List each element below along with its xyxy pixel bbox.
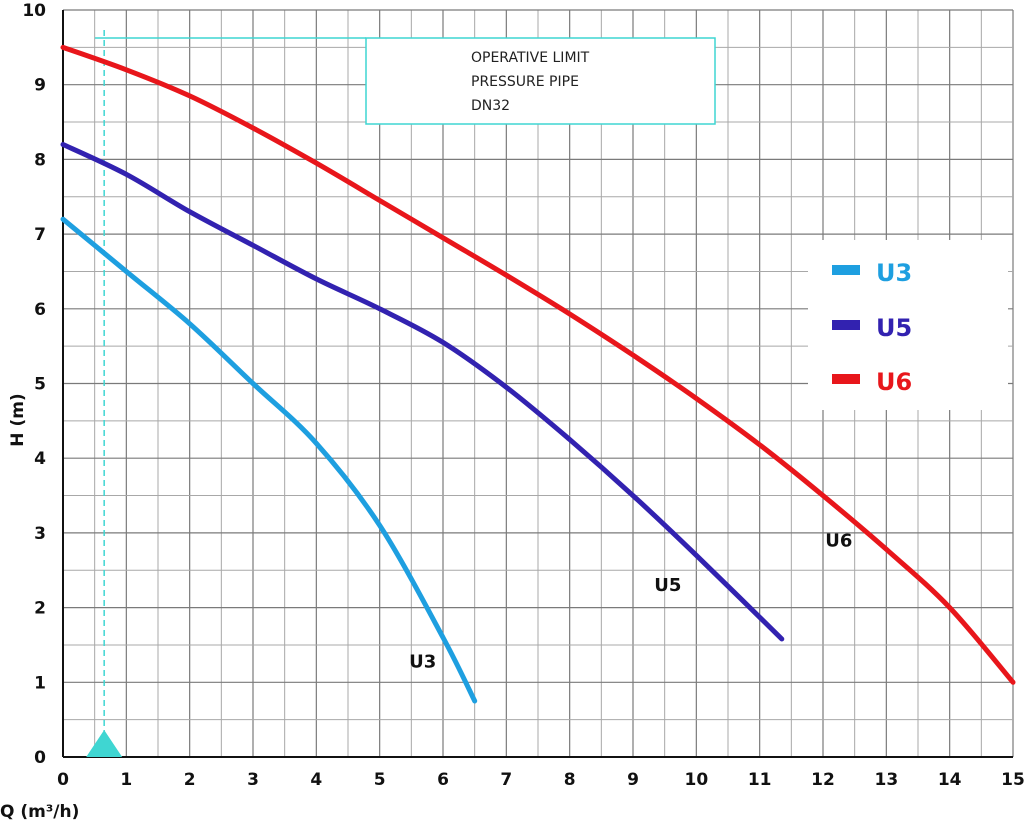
legend-swatch-u3	[832, 265, 860, 275]
curve-labels: U3 U5 U6	[409, 530, 852, 672]
x-tick-label: 5	[374, 770, 386, 790]
y-tick-label: 6	[34, 300, 46, 320]
y-tick-label: 0	[34, 748, 46, 768]
x-tick-label: 11	[748, 770, 772, 790]
curve-label-u5: U5	[654, 575, 681, 596]
y-tick-label: 10	[22, 1, 46, 21]
x-tick-label: 10	[684, 770, 708, 790]
legend-swatch-u5	[832, 320, 860, 330]
series-line-u6	[60, 44, 1016, 685]
x-tick-labels: 0 1 2 3 4 5 6 7 8 9 10 11 12 13 14 15	[57, 770, 1024, 790]
x-tick-label: 14	[938, 770, 962, 790]
y-tick-label: 3	[34, 524, 46, 544]
annotation-line-1: OPERATIVE LIMIT	[471, 50, 590, 66]
legend-swatch-u6	[832, 374, 860, 384]
annotation-line-3: DN32	[471, 98, 510, 114]
x-tick-label: 9	[627, 770, 639, 790]
y-tick-labels: 0 1 2 3 4 5 6 7 8 9 10	[22, 1, 46, 768]
x-tick-label: 15	[1001, 770, 1024, 790]
limit-triangle-marker	[86, 730, 123, 757]
series-lines	[60, 44, 1016, 704]
y-tick-label: 8	[34, 150, 46, 170]
legend-label-u6: U6	[876, 368, 912, 396]
series-line-u5	[60, 142, 785, 642]
operative-limit-annotation: OPERATIVE LIMIT PRESSURE PIPE DN32	[86, 30, 716, 757]
y-tick-label: 9	[34, 76, 46, 96]
annotation-box	[365, 37, 716, 125]
y-tick-label: 1	[34, 673, 46, 693]
x-tick-label: 6	[437, 770, 449, 790]
y-tick-label: 5	[34, 375, 46, 395]
x-tick-label: 12	[811, 770, 835, 790]
x-tick-label: 4	[310, 770, 322, 790]
legend-label-u3: U3	[876, 259, 912, 287]
y-tick-label: 4	[34, 449, 46, 469]
legend: U3 U5 U6	[808, 240, 1008, 410]
x-tick-label: 13	[874, 770, 898, 790]
series-line-u3	[60, 216, 478, 704]
x-tick-label: 2	[184, 770, 196, 790]
legend-label-u5: U5	[876, 314, 912, 342]
y-tick-label: 7	[34, 225, 46, 245]
y-axis-title: H (m)	[8, 393, 28, 446]
x-tick-label: 0	[57, 770, 69, 790]
annotation-line-2: PRESSURE PIPE	[471, 74, 579, 90]
x-tick-label: 8	[564, 770, 576, 790]
x-tick-label: 7	[500, 770, 512, 790]
x-tick-label: 3	[247, 770, 259, 790]
curve-label-u6: U6	[825, 530, 852, 551]
curve-label-u3: U3	[409, 651, 436, 672]
x-tick-label: 1	[120, 770, 132, 790]
axes	[62, 10, 1013, 758]
x-axis-title: Q (m³/h)	[0, 802, 79, 822]
y-tick-label: 2	[34, 599, 46, 619]
